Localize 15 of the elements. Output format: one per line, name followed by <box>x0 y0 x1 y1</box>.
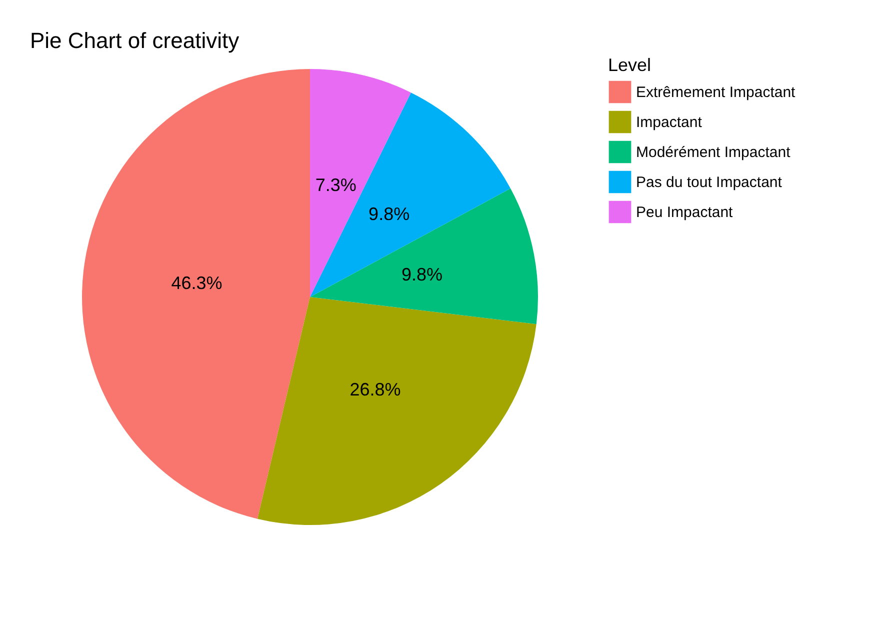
chart-title: Pie Chart of creativity <box>30 28 240 53</box>
data-label: 9.8% <box>401 264 442 285</box>
pie-slice <box>257 297 536 525</box>
data-label: 46.3% <box>171 272 222 293</box>
legend-label: Impactant <box>636 114 703 131</box>
data-label: 7.3% <box>315 174 356 195</box>
legend-label: Modérément Impactant <box>636 144 792 161</box>
legend-title: Level <box>608 55 652 75</box>
data-label: 9.8% <box>368 204 410 224</box>
pie-slice <box>82 69 310 519</box>
legend-label: Pas du tout Impactant <box>636 174 783 191</box>
legend-label: Peu Impactant <box>636 204 734 221</box>
pie-slice <box>310 92 510 297</box>
data-label: 26.8% <box>350 379 401 400</box>
legend-label: Extrêmement Impactant <box>636 84 796 101</box>
